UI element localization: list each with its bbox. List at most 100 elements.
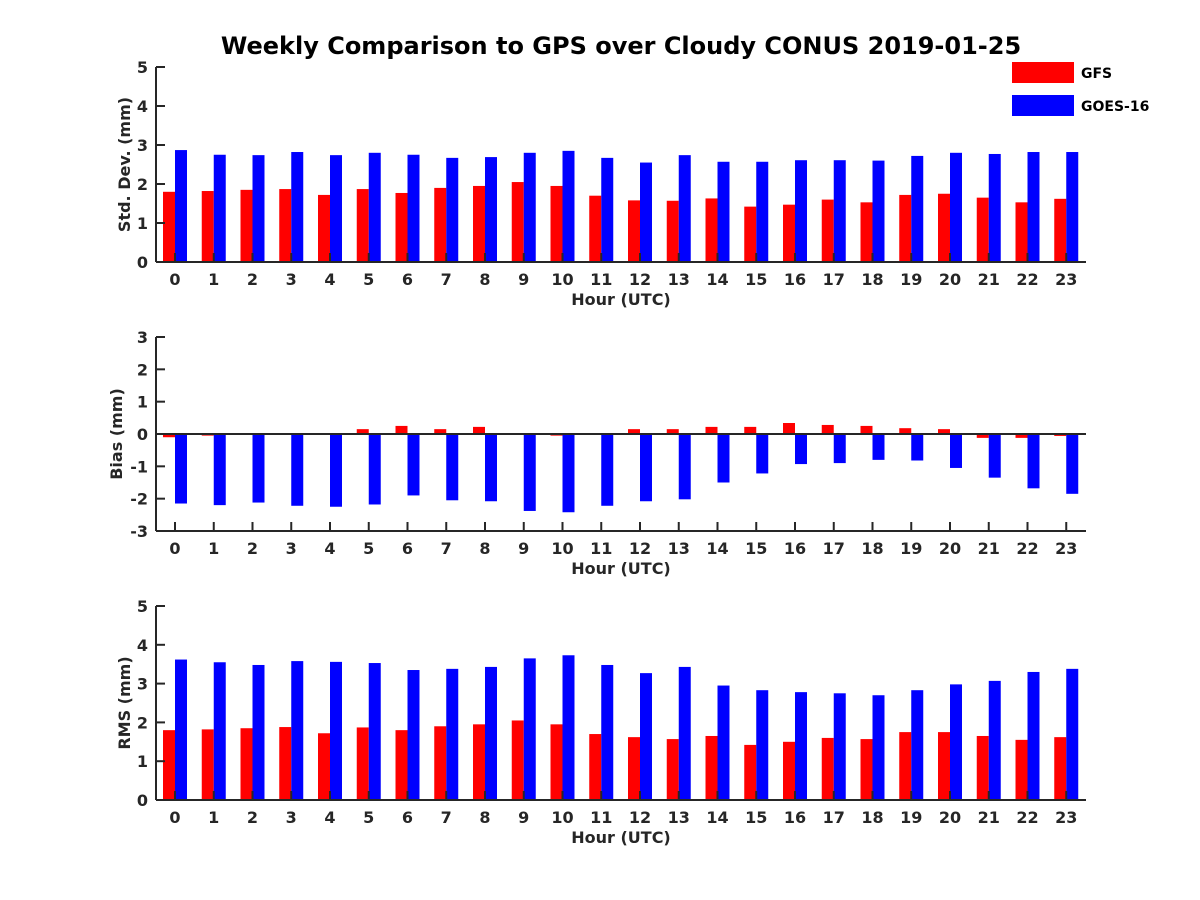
bar — [330, 434, 342, 507]
bar — [330, 155, 342, 262]
bar — [1027, 434, 1040, 489]
y-tick-label: -3 — [130, 522, 148, 541]
bar — [240, 728, 253, 800]
x-tick-label: 2 — [247, 539, 258, 558]
bar — [473, 185, 485, 262]
x-tick-label: 0 — [169, 808, 180, 827]
x-tick-label: 3 — [286, 270, 297, 289]
x-axis-label: Hour (UTC) — [571, 559, 671, 578]
x-tick-label: 13 — [668, 539, 690, 558]
y-tick-label: 3 — [137, 675, 148, 694]
bar — [744, 744, 757, 800]
bar — [872, 695, 885, 800]
bar — [213, 662, 226, 800]
bar — [899, 732, 912, 800]
x-tick-label: 21 — [978, 270, 1000, 289]
bar — [291, 661, 304, 800]
x-tick-label: 5 — [363, 808, 374, 827]
bar — [783, 423, 795, 434]
bar — [756, 690, 769, 800]
x-tick-label: 10 — [551, 270, 573, 289]
bar — [821, 737, 834, 800]
bar — [640, 673, 652, 800]
x-tick-label: 5 — [363, 270, 374, 289]
bar — [717, 434, 730, 483]
bar — [368, 434, 381, 505]
bar — [473, 426, 485, 434]
bar — [279, 189, 292, 262]
bar — [368, 663, 381, 800]
x-tick-label: 15 — [745, 808, 767, 827]
x-tick-label: 4 — [324, 270, 335, 289]
x-tick-label: 18 — [861, 808, 883, 827]
bar — [279, 727, 292, 800]
bar — [640, 162, 652, 262]
bar — [950, 152, 962, 262]
x-axis-label: Hour (UTC) — [571, 290, 671, 309]
y-axis-label: Bias (mm) — [107, 388, 126, 480]
y-tick-label: 1 — [137, 393, 148, 412]
x-tick-label: 13 — [668, 808, 690, 827]
bar — [783, 204, 795, 262]
bar — [938, 429, 950, 434]
bar — [356, 189, 369, 262]
x-tick-label: 19 — [900, 539, 922, 558]
x-tick-label: 13 — [668, 270, 690, 289]
bar — [717, 685, 730, 800]
bar — [201, 191, 214, 262]
x-tick-label: 5 — [363, 539, 374, 558]
bar — [976, 735, 989, 800]
bar — [601, 664, 614, 800]
bar — [628, 200, 640, 262]
x-tick-label: 23 — [1055, 808, 1077, 827]
bar — [821, 424, 834, 434]
x-tick-label: 10 — [551, 539, 573, 558]
bar — [976, 434, 989, 438]
bar — [407, 434, 420, 496]
bar — [356, 727, 369, 800]
x-tick-label: 9 — [518, 270, 529, 289]
bar — [523, 658, 536, 800]
y-tick-label: 2 — [137, 713, 148, 732]
y-tick-label: 3 — [137, 328, 148, 347]
bar — [446, 157, 459, 262]
x-tick-label: 8 — [479, 808, 490, 827]
bar — [833, 693, 846, 800]
bar — [988, 153, 1001, 262]
x-tick-label: 2 — [247, 270, 258, 289]
bar — [240, 189, 253, 262]
x-tick-label: 6 — [402, 539, 413, 558]
bar — [756, 434, 769, 474]
bar — [485, 434, 497, 502]
bar — [523, 434, 536, 511]
x-tick-label: 14 — [706, 270, 728, 289]
bar — [899, 428, 912, 434]
bar — [485, 666, 497, 800]
x-axis-label: Hour (UTC) — [571, 828, 671, 847]
bar — [213, 154, 226, 262]
bar — [950, 684, 962, 800]
x-tick-label: 15 — [745, 539, 767, 558]
x-tick-label: 23 — [1055, 270, 1077, 289]
y-tick-label: 2 — [137, 360, 148, 379]
x-tick-label: 20 — [939, 270, 961, 289]
bar — [666, 739, 679, 800]
x-tick-label: 11 — [590, 808, 612, 827]
bar — [485, 157, 497, 262]
bar — [511, 182, 524, 262]
bar — [744, 206, 757, 262]
legend: GFS GOES-16 — [1012, 62, 1149, 116]
bar — [821, 199, 834, 262]
x-tick-label: 20 — [939, 539, 961, 558]
bar — [1015, 434, 1028, 438]
y-axis-label: RMS (mm) — [115, 656, 134, 749]
bar — [562, 655, 575, 800]
bar — [407, 154, 420, 262]
legend-label: GFS — [1081, 66, 1112, 82]
bar — [473, 724, 485, 800]
x-tick-label: 4 — [324, 808, 335, 827]
y-tick-label: 0 — [137, 791, 148, 810]
y-tick-label: -2 — [130, 490, 148, 509]
